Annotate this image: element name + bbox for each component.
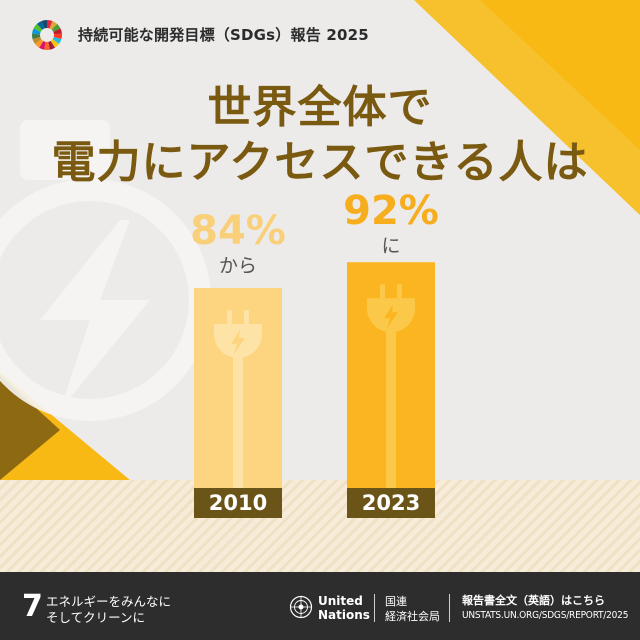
header: 持続可能な開発目標（SDGs）報告 2025	[0, 0, 640, 64]
report-link-url[interactable]: UNSTATS.UN.ORG/SDGS/REPORT/2025	[462, 610, 629, 621]
value-caption: から	[219, 255, 257, 277]
un-emblem-icon	[289, 595, 313, 619]
report-link-label: 報告書全文（英語）はこちら	[462, 594, 605, 607]
year-label: 2010	[209, 491, 267, 515]
plug-icon	[397, 284, 402, 299]
plug-cable	[233, 355, 243, 488]
goal-name-line-1: エネルギーをみんなに	[46, 594, 172, 609]
value-label: 84%	[190, 208, 286, 254]
goal-number: 7	[22, 589, 43, 624]
lightning-bolt-icon	[384, 304, 398, 329]
divider	[374, 594, 375, 622]
year-label-box	[347, 488, 435, 518]
value-label: 92%	[343, 188, 439, 234]
un-line-1: United	[318, 594, 363, 608]
desa-line-2: 経済社会局	[385, 610, 440, 623]
striped-band	[0, 480, 640, 572]
divider	[449, 594, 450, 622]
un-logo-text: United Nations	[318, 594, 370, 622]
headline-line-1: 世界全体で	[207, 82, 433, 133]
un-line-2: Nations	[318, 608, 370, 622]
footer: 7 エネルギーをみんなに そしてクリーンに United Nations 国連 …	[0, 572, 640, 640]
plug-icon	[380, 284, 385, 299]
sdg-wheel-icon	[32, 20, 62, 50]
corner-accent-left-dark	[0, 375, 60, 480]
headline-line-2: 電力にアクセスできる人は	[51, 137, 589, 188]
plug-icon	[244, 309, 249, 324]
year-label-box	[194, 488, 282, 518]
goal-name-line-2: そしてクリーンに	[46, 610, 146, 625]
lightning-bolt-icon	[231, 329, 245, 354]
report-title: 持続可能な開発目標（SDGs）報告 2025	[78, 26, 369, 44]
year-label: 2023	[362, 491, 420, 515]
desa-line-1: 国連	[385, 595, 407, 608]
goal-name: エネルギーをみんなに そしてクリーンに	[46, 594, 171, 626]
sdg-wheel-segment	[44, 35, 50, 50]
value-caption: に	[381, 235, 400, 257]
plug-icon	[227, 309, 232, 324]
plug-cable	[386, 330, 396, 488]
corner-shadow-top-right	[414, 0, 640, 215]
desa-name: 国連 経済社会局	[385, 594, 440, 624]
